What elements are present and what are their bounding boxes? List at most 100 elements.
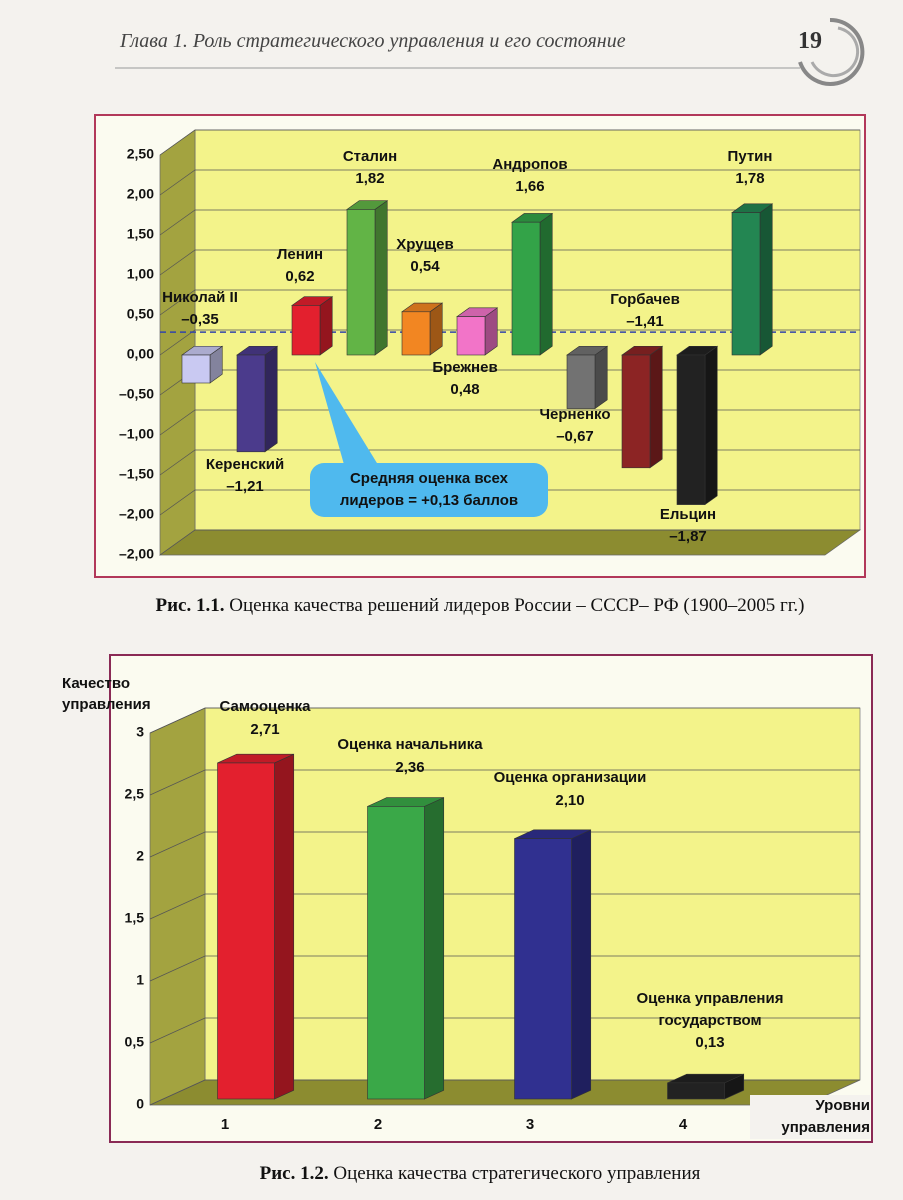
value-label: 0,54 [410,258,440,275]
value-label: 0,48 [450,381,479,398]
bar [181,354,211,384]
category-label: Черненко [540,406,611,423]
bar-side [594,345,608,410]
bar-side [759,203,773,356]
y-tick-label: 3 [136,724,144,740]
category-label: Хрущев [396,236,454,253]
grid-line [159,329,860,356]
bar [236,354,266,453]
category-label: Андропов [492,156,567,173]
caption: Рис. 1.2. Оценка качества стратегическог… [95,1160,865,1188]
category-label: Сталин [343,148,397,165]
y-tick-label: 0 [136,1096,144,1112]
grid-line [159,529,860,556]
grid-line [149,1017,860,1044]
y-tick-label: 0,00 [127,346,154,362]
category-label: Путин [728,148,773,165]
category-label: Ленин [277,246,323,263]
y-tick-label: –1,50 [119,466,154,482]
bar-label: Оценка организации [494,769,647,786]
caption-label: Рис. 1.1. [155,595,225,616]
bar [566,354,596,409]
y-tick-label: 2,5 [125,786,145,802]
bar-side [374,200,388,356]
y-tick-label: –2,00 [119,546,154,562]
y-tick-label: 2 [136,848,144,864]
callout: Средняя оценка всех лидеров = +0,13 балл… [310,463,548,517]
value-label: 0,13 [695,1034,724,1051]
bar [667,1082,725,1100]
value-label: –0,35 [181,311,219,328]
bar-side [539,212,553,356]
bar-label: Оценка начальника [337,736,483,753]
y-axis-label: Качество управления [62,675,151,713]
bar-side [649,345,663,469]
bar [346,209,376,356]
value-label: 1,82 [355,170,384,187]
bar [511,221,541,356]
bar [291,305,321,356]
caption: Рис. 1.1. Оценка качества решений лидеро… [95,592,865,620]
y-tick-label: 0,50 [127,306,154,322]
value-label: 2,10 [555,792,584,809]
bar-label: Самооценка [219,698,311,715]
grid-line [159,489,860,516]
page-ornament [798,17,865,86]
x-tick-label: 1 [221,1116,229,1133]
category-label: Горбачев [610,291,680,308]
caption-label: Рис. 1.2. [259,1163,329,1184]
category-label: Ельцин [660,506,716,523]
grid-line [149,831,860,858]
category-label: Керенский [206,456,284,473]
y-tick-label: 1,00 [127,266,154,282]
y-tick-label: 2,50 [127,146,154,162]
value-label: –1,87 [669,528,707,545]
value-label: –0,67 [556,428,594,445]
value-label: –1,21 [226,478,264,495]
bar-side [319,296,333,356]
bar [514,838,572,1100]
grid-line [149,955,860,982]
bar [367,806,425,1100]
x-tick-label: 2 [374,1116,382,1133]
x-tick-label: 3 [526,1116,534,1133]
y-tick-label: –2,00 [119,506,154,522]
x-tick-label: 4 [679,1116,688,1133]
grid-line [149,1079,860,1106]
bar [401,311,431,356]
bar [731,212,761,356]
grid-line [159,289,860,316]
value-label: 2,71 [250,721,279,738]
grid-line [159,129,860,156]
category-label: Брежнев [432,359,497,376]
y-tick-label: 0,5 [125,1034,145,1050]
grid-line [149,707,860,734]
floor [158,529,862,556]
value-label: 0,62 [285,268,314,285]
bar-side [424,797,445,1100]
y-tick-label: 1 [136,972,144,988]
bar [456,316,486,356]
grid-line [159,209,860,236]
bar-side [704,345,718,506]
grid-line [159,169,860,196]
bar [621,354,651,469]
value-label: –1,41 [626,313,664,330]
grid-line [149,893,860,920]
y-tick-label: 1,5 [125,910,145,926]
y-tick-label: 2,00 [127,186,154,202]
bar-label: Оценка управления государством [636,990,784,1029]
grid-line [149,769,860,796]
page-number: 19 [798,28,822,54]
caption-text: Оценка качества решений лидеров России –… [229,595,805,616]
chapter-title: Глава 1. Роль стратегического управления… [120,30,626,52]
callout-pointer [315,362,380,468]
bar-side [274,753,295,1100]
value-label: 1,66 [515,178,544,195]
value-label: 2,36 [395,759,424,776]
value-label: 1,78 [735,170,764,187]
bar [676,354,706,505]
y-tick-label: –0,50 [119,386,154,402]
